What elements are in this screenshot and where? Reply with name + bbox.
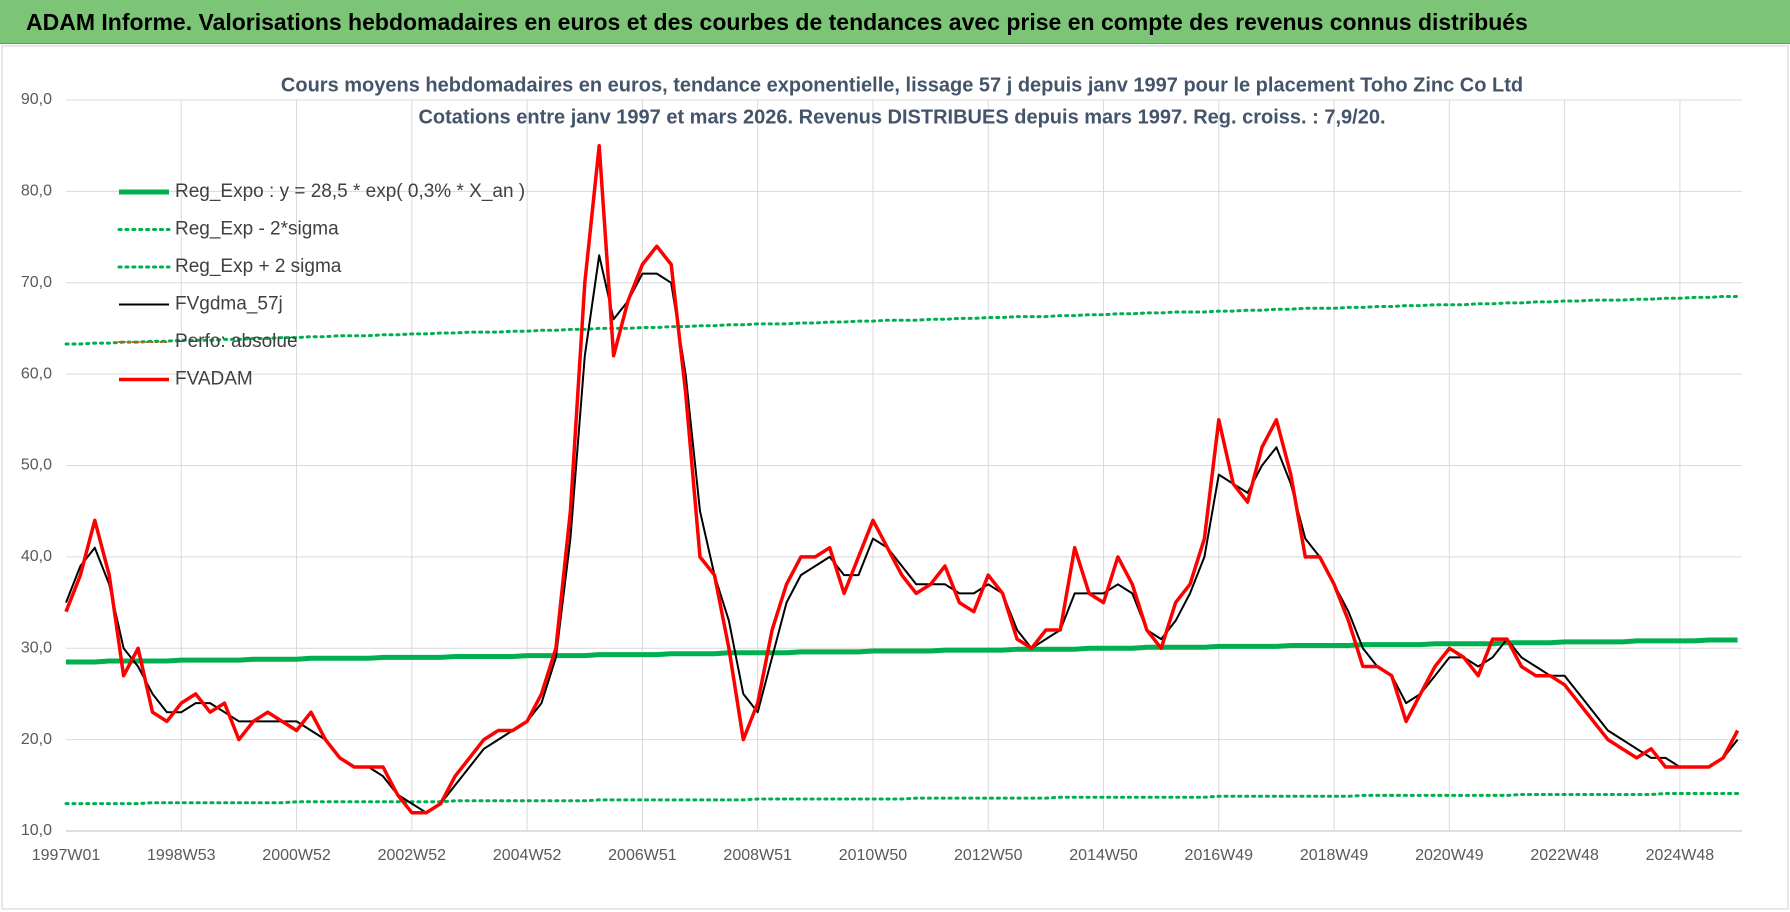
x-tick-label: 2020W49: [1415, 847, 1484, 864]
series-line: [64, 792, 1740, 806]
series-line: [64, 295, 1740, 346]
x-tick-label: 2008W51: [723, 847, 792, 864]
legend-label: Reg_Expo : y = 28,5 * exp( 0,3% * X_an ): [175, 181, 525, 202]
y-tick-label: 10,0: [21, 822, 52, 839]
x-tick-label: 2018W49: [1300, 847, 1369, 864]
x-tick-label: 1997W01: [32, 847, 101, 864]
x-tick-label: 2022W48: [1530, 847, 1599, 864]
chart-title: Cours moyens hebdomadaires en euros, ten…: [281, 74, 1523, 96]
x-tick-label: 2012W50: [954, 847, 1023, 864]
x-tick-label: 2004W52: [493, 847, 562, 864]
y-tick-label: 50,0: [21, 457, 52, 474]
x-tick-label: 2006W51: [608, 847, 677, 864]
series-line: [64, 143, 1740, 815]
legend-label: FVgdma_57j: [175, 294, 283, 315]
x-tick-label: 2000W52: [262, 847, 331, 864]
legend-label: Reg_Exp - 2*sigma: [175, 219, 339, 240]
legend-label: Perfo: absolue: [175, 331, 298, 352]
legend: Reg_Expo : y = 28,5 * exp( 0,3% * X_an )…: [117, 181, 525, 390]
y-tick-label: 70,0: [21, 274, 52, 291]
header-title: ADAM Informe. Valorisations hebdomadaire…: [0, 0, 1790, 44]
legend-label: Reg_Exp + 2 sigma: [175, 256, 342, 277]
x-tick-label: 2016W49: [1185, 847, 1254, 864]
x-tick-label: 2010W50: [839, 847, 908, 864]
y-tick-label: 20,0: [21, 731, 52, 748]
y-tick-label: 80,0: [21, 183, 52, 200]
y-tick-label: 90,0: [21, 91, 52, 108]
series-line: [66, 637, 1738, 665]
y-tick-label: 30,0: [21, 639, 52, 656]
plot: [64, 143, 1740, 815]
grid: 10,0 20,0 30,0 40,0 50,0 60,0 70,0 80,0 90,0 1997…: [21, 91, 1742, 864]
x-tick-label: 2024W48: [1646, 847, 1715, 864]
x-tick-label: 2002W52: [378, 847, 447, 864]
chart-frame: [1, 45, 1789, 910]
series-line: [65, 254, 1739, 814]
x-tick-label: 1998W53: [147, 847, 216, 864]
y-tick-label: 60,0: [21, 365, 52, 382]
legend-label: FVADAM: [175, 369, 253, 390]
chart-subtitle: Cotations entre janv 1997 et mars 2026. …: [418, 106, 1385, 128]
y-tick-label: 40,0: [21, 548, 52, 565]
x-tick-label: 2014W50: [1069, 847, 1138, 864]
